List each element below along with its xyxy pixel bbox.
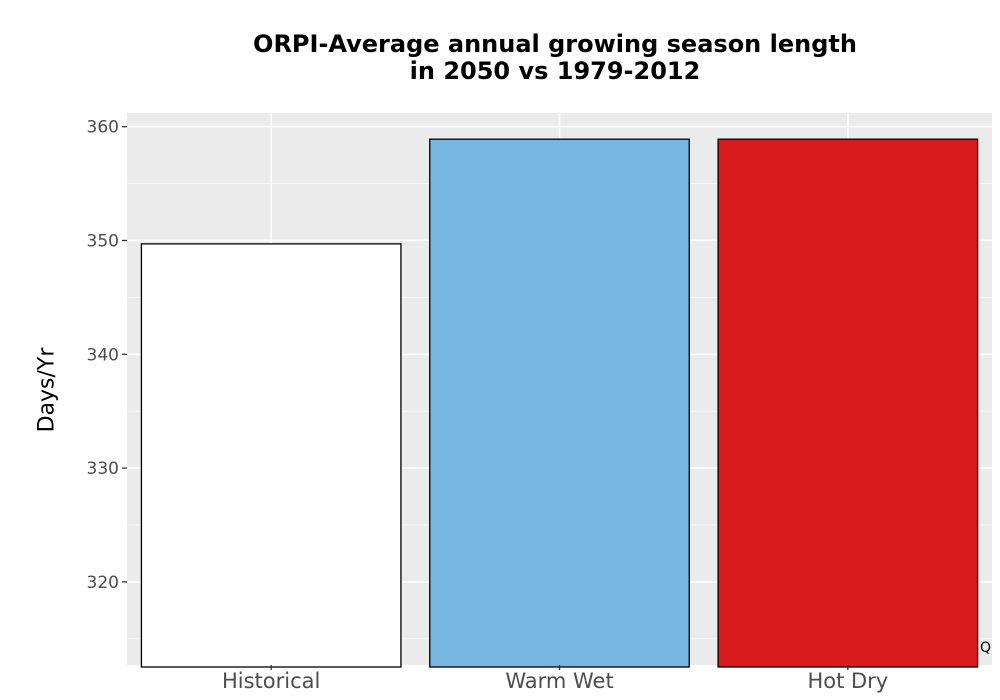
chart-title-line-1: ORPI-Average annual growing season lengt… [253,30,857,58]
x-tick-label: Historical [222,669,320,693]
y-tick-label: 320 [87,573,119,593]
y-tick-label: 340 [87,345,119,365]
y-tick-label: 330 [87,459,119,479]
y-tick-label: 360 [87,118,119,138]
x-tick-label: Warm Wet [505,669,613,693]
bar-warm-wet [429,138,690,668]
y-tick-label: 350 [87,231,119,251]
chart-title-line-2: in 2050 vs 1979-2012 [409,57,701,85]
x-tick-label: Hot Dry [807,669,888,693]
corner-mark: Q [980,640,992,656]
chart-title: ORPI-Average annual growing season lengt… [110,31,1000,85]
bar-hot-dry [717,138,979,668]
bar-historical [140,243,402,668]
